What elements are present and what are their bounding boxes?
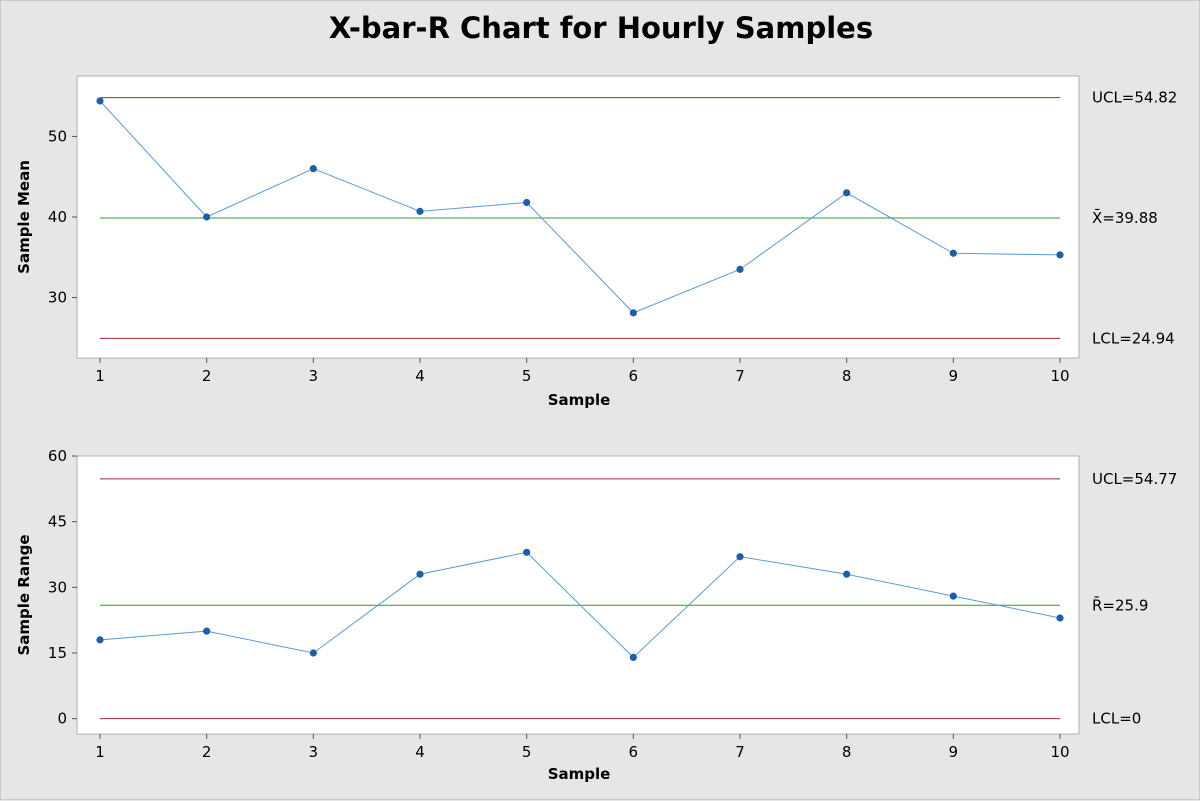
xbar-y-axis-title: Sample Mean	[15, 160, 33, 274]
range-xtick-label: 2	[202, 743, 212, 761]
range-data-point	[949, 592, 957, 600]
xbar-data-point	[203, 213, 211, 221]
xbar-x-axis-title: Sample	[548, 391, 611, 409]
xbar-data-point	[309, 165, 317, 173]
xbar-lcl-label: LCL=24.94	[1092, 329, 1175, 347]
range-plot-area	[76, 455, 1080, 735]
xbar-xtick-label: 9	[949, 367, 959, 385]
xbar-ytick-label: 40	[48, 208, 67, 226]
range-data-point	[96, 636, 104, 644]
range-data-point	[309, 649, 317, 657]
chart-title: X-bar-R Chart for Hourly Samples	[328, 11, 874, 45]
range-ytick-label: 0	[57, 710, 67, 728]
xbar-series-line	[99, 100, 1061, 314]
range-ucl-label: UCL=54.77	[1092, 470, 1177, 488]
range-data-point	[416, 570, 424, 578]
range-xtick-label: 8	[842, 743, 852, 761]
xbar-data-point	[736, 265, 744, 273]
range-data-point	[843, 570, 851, 578]
range-data-point	[203, 627, 211, 635]
range-ytick-label: 45	[48, 513, 67, 531]
range-data-point	[736, 553, 744, 561]
xbar-data-point	[523, 198, 531, 207]
xbar-data-point	[96, 97, 104, 105]
range-y-axis-title: Sample Range	[15, 534, 33, 655]
range-lcl-label: LCL=0	[1092, 710, 1141, 728]
range-x-axis-title: Sample	[548, 765, 611, 783]
range-data-point	[629, 653, 637, 661]
xbar-xtick-label: 5	[522, 367, 532, 385]
range-xtick-label: 7	[735, 743, 745, 761]
xbar-xtick-label: 7	[735, 367, 745, 385]
xbar-xtick-label: 10	[1050, 367, 1069, 385]
xbar-center-label: X̄=39.88	[1092, 208, 1158, 227]
range-ytick-label: 60	[48, 447, 67, 465]
xbar-xtick-label: 2	[202, 367, 212, 385]
range-xtick-label: 6	[629, 743, 639, 761]
range-xtick-label: 1	[95, 743, 105, 761]
xbar-ucl-label: UCL=54.82	[1092, 89, 1177, 107]
xbar-ytick-label: 50	[48, 127, 67, 145]
xbar-data-point	[843, 189, 851, 197]
xbar-data-point	[416, 207, 424, 215]
range-xtick-label: 10	[1050, 743, 1069, 761]
xbar-xtick-label: 4	[415, 367, 425, 385]
range-center-label: R̄=25.9	[1092, 596, 1148, 615]
xbar-data-point	[629, 309, 637, 317]
range-xtick-label: 5	[522, 743, 532, 761]
range-data-point	[523, 548, 531, 556]
xbar-ytick-label: 30	[48, 289, 67, 307]
range-xtick-label: 3	[309, 743, 319, 761]
range-ytick-label: 30	[48, 578, 67, 596]
xbar-xtick-label: 8	[842, 367, 852, 385]
xbar-data-point	[1056, 251, 1064, 259]
xbar-xtick-label: 3	[309, 367, 319, 385]
range-ytick-label: 15	[48, 644, 67, 662]
xbar-xtick-label: 6	[629, 367, 639, 385]
xbar-xtick-label: 1	[95, 367, 105, 385]
range-data-point	[1056, 614, 1064, 622]
xbar-data-point	[949, 249, 957, 257]
range-xtick-label: 9	[949, 743, 959, 761]
xbar-plot-area	[76, 75, 1080, 359]
xbar-panel: 30 40 50 1 2 3 4 5 6 7 8 9 10 Sample Sample Mean UCL=54…	[15, 75, 1177, 409]
range-series-line	[99, 551, 1061, 659]
range-xtick-label: 4	[415, 743, 425, 761]
